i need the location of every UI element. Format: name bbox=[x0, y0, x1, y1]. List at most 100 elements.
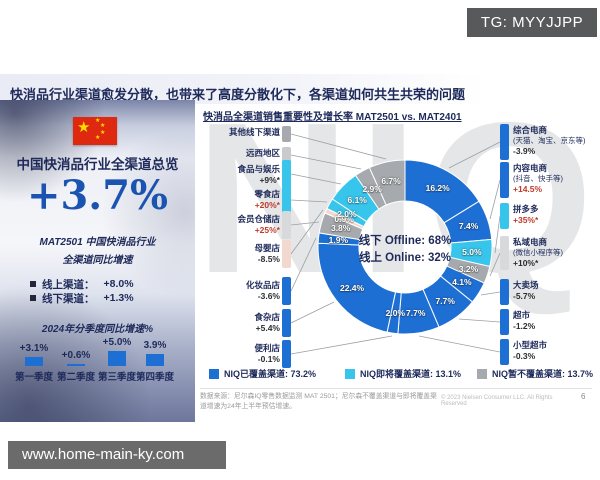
channel-label: 超市 -1.2% bbox=[513, 310, 599, 332]
channel-name: 会员仓储店 bbox=[237, 214, 280, 224]
flag-star-icon: ★ bbox=[100, 130, 106, 136]
tg-badge: TG: MYYJJPP bbox=[467, 8, 597, 37]
channel-label: 拼多多 +35%* bbox=[513, 204, 599, 226]
quarter-value-label: +5.0% bbox=[102, 337, 132, 348]
connector-line bbox=[418, 335, 501, 353]
channel-swatch bbox=[500, 203, 509, 229]
legend-item: NIQ已覆盖渠道: 73.2% bbox=[209, 367, 316, 380]
donut-percent-label: 6.7% bbox=[381, 176, 401, 187]
growth-bullet: 线下渠道： +1.3% bbox=[30, 291, 134, 305]
donut-segment bbox=[368, 159, 406, 206]
channel-swatch bbox=[282, 147, 291, 163]
channel-swatch bbox=[282, 186, 291, 214]
quarterly-chart-title: 2024年分季度同比增速% bbox=[41, 324, 154, 335]
channel-label: 化妆品店 -3.6% bbox=[200, 280, 280, 302]
flag-star-icon: ★ bbox=[95, 135, 101, 141]
channel-growth: +35%* bbox=[513, 215, 539, 226]
channel-label: 大卖场 -5.7% bbox=[513, 280, 599, 302]
channel-name: 内容电商 bbox=[513, 163, 548, 173]
channel-name: 小型超市 bbox=[513, 340, 548, 350]
source-footnote: 数据来源：尼尔森IQ零售数据监测 MAT 2501；尼尔森不覆盖渠道与即将覆盖渠… bbox=[200, 393, 437, 410]
connector-line bbox=[489, 179, 501, 220]
overview-growth-value: +3.7% bbox=[26, 172, 169, 219]
title-band bbox=[0, 74, 488, 104]
channel-growth: +20%* bbox=[254, 200, 280, 211]
bullet-value: +1.3% bbox=[103, 292, 134, 304]
channel-name: 食品与娱乐 bbox=[237, 164, 280, 174]
channel-swatch bbox=[500, 162, 509, 198]
donut-percent-label: 0.9% bbox=[334, 214, 354, 225]
channel-name: 母婴店 bbox=[254, 243, 280, 253]
connector-line bbox=[448, 141, 501, 169]
channel-growth: +9%* bbox=[259, 175, 280, 186]
channel-name: 零食店 bbox=[254, 189, 280, 199]
connector-line bbox=[290, 237, 317, 292]
donut-percent-label: 2.0% bbox=[385, 308, 406, 319]
growth-bullet: 线上渠道： +8.0% bbox=[30, 277, 134, 291]
legend-item: NIQ暂不覆盖渠道: 13.7% bbox=[477, 367, 593, 380]
connector-line bbox=[290, 209, 324, 255]
online-share-label: 线上 Online: 32% bbox=[358, 251, 452, 264]
offline-share-label: 线下 Offline: 68% bbox=[358, 235, 452, 247]
overview-heading: 中国快消品行业全渠道总览 bbox=[16, 157, 179, 172]
channel-name: 大卖场 bbox=[513, 280, 539, 290]
channel-growth: -8.5% bbox=[257, 254, 280, 265]
connector-line bbox=[290, 154, 362, 170]
donut-chart-panel: NIQ 快消品全渠道销售重要性及增长率 MAT2501 vs. MAT2401 … bbox=[195, 90, 600, 425]
connector-line bbox=[290, 173, 342, 185]
donut-chart bbox=[290, 133, 501, 355]
donut-percent-label: 22.4% bbox=[339, 283, 365, 294]
channel-label: 小型超市 -0.3% bbox=[513, 340, 599, 362]
legend-swatch bbox=[209, 368, 219, 379]
channel-subtext: (天猫、淘宝、京东等) bbox=[513, 136, 586, 146]
channel-swatch bbox=[282, 126, 291, 142]
connector-line bbox=[458, 318, 501, 323]
channel-swatch bbox=[500, 279, 509, 305]
channel-growth: +5.4% bbox=[255, 323, 280, 334]
donut-percent-label: 2.0% bbox=[337, 208, 357, 219]
channel-label: 内容电商 (抖音、快手等) +14.5% bbox=[513, 163, 599, 195]
overview-subtitle-line2: 全渠道同比增速 bbox=[62, 255, 133, 266]
channel-name: 远西地区 bbox=[245, 148, 280, 158]
quarter-category-label: 第二季度 bbox=[56, 372, 95, 383]
channel-label: 远西地区 bbox=[200, 148, 280, 159]
legend-text: NIQ暂不覆盖渠道: 13.7% bbox=[492, 369, 594, 379]
donut-percent-label: 4.1% bbox=[452, 277, 472, 288]
channel-growth: -3.9% bbox=[513, 145, 536, 156]
channel-growth: -1.2% bbox=[513, 321, 536, 332]
url-watermark: www.home-main-ky.com bbox=[8, 441, 226, 469]
quarter-category-label: 第四季度 bbox=[135, 372, 174, 383]
overview-panel: ★ ★ ★ ★ ★ 中国快消品行业全渠道总览 +3.7% MAT2501 中国快… bbox=[0, 100, 195, 422]
connector-line bbox=[290, 301, 335, 324]
quarter-bar bbox=[67, 364, 85, 366]
channel-name: 私域电商 bbox=[513, 237, 548, 247]
donut-percent-label: 6.1% bbox=[347, 195, 367, 206]
connector-line bbox=[494, 215, 501, 254]
channel-name: 化妆品店 bbox=[245, 280, 280, 290]
connector-line bbox=[290, 221, 320, 226]
channel-subtext: (微信小程序等) bbox=[513, 248, 563, 258]
channel-label: 其他线下渠道 bbox=[200, 127, 280, 138]
channel-label: 食品与娱乐 +9%* bbox=[200, 164, 280, 186]
channel-label: 综合电商 (天猫、淘宝、京东等) -3.9% bbox=[513, 125, 599, 157]
bullet-square-icon bbox=[30, 281, 36, 287]
copyright-note: © 2023 Nielsen Consumer LLC. All Rights … bbox=[441, 395, 553, 407]
channel-label: 零食店 +20%* bbox=[200, 189, 280, 211]
channel-swatch bbox=[500, 339, 509, 365]
channel-growth: -0.3% bbox=[513, 351, 536, 362]
channel-swatch bbox=[282, 340, 291, 368]
slide-main-title: 快消品行业渠道愈发分散，也带来了高度分散化下，各渠道如何共生共荣的问题 bbox=[10, 87, 466, 102]
channel-swatch bbox=[282, 160, 291, 188]
channel-subtext: (抖音、快手等) bbox=[513, 174, 563, 184]
channel-growth: -5.7% bbox=[513, 291, 536, 302]
channel-name: 综合电商 bbox=[513, 125, 548, 135]
channel-label: 会员仓储店 +25%* bbox=[200, 214, 280, 236]
channel-growth: +14.5% bbox=[513, 183, 543, 194]
channel-swatch bbox=[282, 309, 291, 337]
chart-title: 快消品全渠道销售重要性及增长率 MAT2501 vs. MAT2401 bbox=[203, 112, 462, 123]
quarter-category-label: 第一季度 bbox=[14, 372, 53, 383]
legend-swatch bbox=[477, 368, 487, 379]
channel-swatch bbox=[500, 309, 509, 335]
donut-percent-label: 16.2% bbox=[425, 183, 450, 194]
quarter-value-label: +3.1% bbox=[19, 343, 49, 354]
